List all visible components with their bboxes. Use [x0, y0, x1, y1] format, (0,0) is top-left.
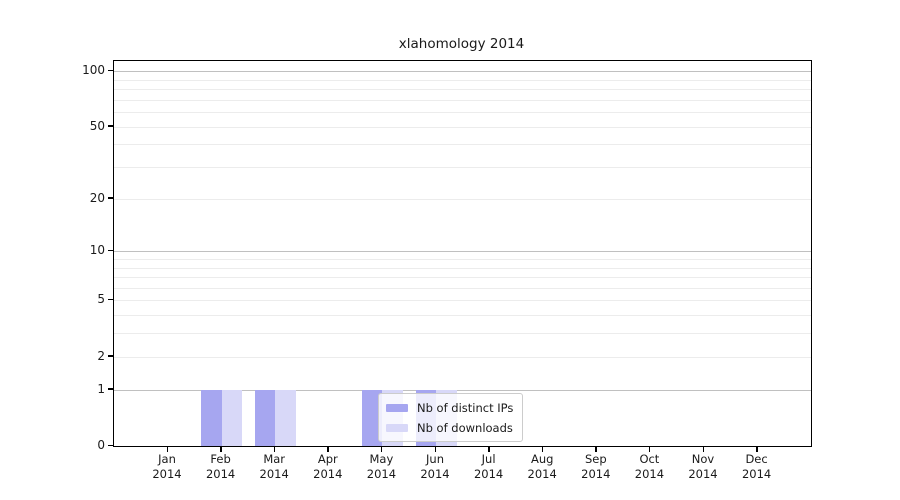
legend-swatch [386, 403, 408, 412]
x-tick-mark [327, 446, 329, 452]
gridline [114, 112, 811, 114]
gridline [114, 259, 811, 260]
x-tick-label: May 2014 [366, 452, 397, 481]
y-tick-mark [108, 298, 113, 301]
y-tick-mark [108, 197, 113, 199]
y-tick-mark [108, 69, 113, 72]
y-tick-label: 1 [97, 381, 105, 396]
gridline [114, 356, 811, 358]
x-tick-mark [166, 446, 168, 452]
x-tick-mark [541, 446, 544, 452]
gridline [114, 389, 811, 391]
gridline [114, 79, 811, 81]
x-tick-label: Jun 2014 [420, 452, 450, 481]
y-tick-label: 20 [89, 190, 105, 205]
y-tick-label: 5 [97, 292, 105, 307]
x-tick-mark [648, 446, 651, 452]
x-tick-label: Nov 2014 [688, 452, 718, 481]
y-tick-mark [108, 125, 113, 127]
bar-downloads [221, 389, 243, 446]
x-tick-mark [702, 446, 704, 452]
gridline [114, 198, 811, 200]
bar-distinct-ips [254, 389, 276, 446]
y-tick-mark [108, 444, 113, 446]
legend-row: Nb of distinct IPs [386, 399, 513, 416]
bar-downloads [275, 389, 296, 446]
gridline [114, 167, 811, 169]
gridline [114, 251, 811, 253]
gridline [114, 333, 811, 335]
y-tick-label: 100 [82, 63, 105, 78]
x-tick-mark [273, 446, 276, 452]
gridline [114, 144, 811, 146]
x-tick-label: Feb 2014 [205, 452, 236, 481]
x-tick-label: Sep 2014 [581, 452, 611, 481]
x-tick-mark [756, 446, 758, 452]
x-tick-label: Mar 2014 [259, 452, 289, 481]
y-tick-label: 0 [97, 438, 105, 452]
x-tick-label: Aug 2014 [527, 452, 557, 481]
y-tick-label: 2 [97, 348, 105, 363]
gridline [114, 89, 811, 91]
x-tick-label: Jan 2014 [152, 452, 182, 481]
gridline [114, 315, 811, 317]
bar-distinct-ips [361, 389, 383, 446]
x-tick-label: Jul 2014 [473, 452, 504, 481]
gridline [114, 126, 811, 128]
x-tick-mark [488, 446, 490, 452]
y-tick-mark [108, 355, 113, 357]
legend: Nb of distinct IPs Nb of downloads [378, 393, 524, 442]
x-tick-label: Dec 2014 [741, 452, 772, 481]
bar-distinct-ips [201, 389, 222, 446]
y-tick-label: 50 [89, 118, 105, 133]
x-tick-label: Apr 2014 [313, 452, 343, 481]
y-tick-mark [108, 249, 113, 252]
gridline [114, 287, 811, 289]
gridline [114, 300, 811, 302]
x-tick-mark [380, 446, 383, 452]
y-tick-mark [108, 388, 113, 390]
x-tick-mark [595, 446, 597, 452]
x-tick-label: Oct 2014 [634, 452, 665, 481]
y-tick-label: 10 [89, 243, 105, 258]
gridline [114, 71, 811, 73]
legend-label: Nb of downloads [417, 420, 513, 435]
chart-title: xlahomology 2014 [398, 36, 525, 52]
x-tick-mark [434, 446, 436, 452]
gridline [114, 267, 811, 269]
legend-swatch [386, 423, 408, 432]
gridline [114, 277, 811, 279]
gridline [114, 99, 811, 101]
legend-label: Nb of distinct IPs [417, 400, 514, 415]
plot-area: Nb of distinct IPs Nb of downloads [113, 60, 812, 447]
legend-row: Nb of downloads [386, 419, 513, 436]
x-tick-mark [220, 446, 222, 452]
